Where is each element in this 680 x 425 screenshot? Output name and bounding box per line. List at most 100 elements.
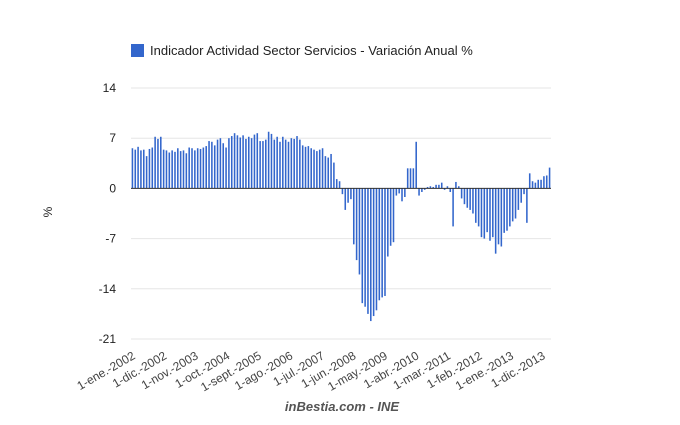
bar	[517, 188, 520, 210]
bar	[406, 168, 409, 189]
y-tick-label: -21	[99, 332, 117, 346]
bar	[321, 148, 324, 189]
bar	[330, 153, 332, 189]
bar	[247, 136, 250, 189]
bar	[265, 139, 267, 189]
bar	[494, 188, 497, 254]
bar	[262, 141, 264, 189]
y-tick-labels: 14 7 0 -7 -14 -21	[99, 81, 117, 346]
bar	[370, 188, 372, 322]
bar	[489, 188, 491, 241]
legend: Indicador Actividad Sector Servicios - V…	[131, 43, 473, 58]
bar	[523, 188, 525, 195]
bar	[142, 149, 145, 189]
y-tick-label: 14	[103, 81, 117, 95]
bar	[222, 143, 225, 189]
bar	[242, 135, 244, 189]
bar	[480, 188, 483, 238]
bar	[503, 188, 505, 233]
bar	[415, 141, 417, 189]
bar	[230, 136, 233, 189]
bar	[477, 188, 480, 227]
bar	[239, 137, 242, 189]
bar	[352, 188, 355, 245]
bar	[250, 138, 253, 189]
bar	[245, 138, 247, 189]
bar	[208, 141, 210, 189]
bar	[483, 188, 486, 239]
bar	[131, 148, 134, 189]
bar	[548, 167, 551, 189]
bar	[500, 188, 503, 247]
bar	[256, 133, 259, 189]
bar	[423, 188, 426, 190]
bar	[165, 150, 168, 189]
bar	[273, 139, 276, 189]
y-axis-label: %	[41, 206, 55, 217]
bar	[514, 188, 517, 219]
bar	[296, 136, 298, 189]
bar	[392, 188, 395, 243]
bar	[211, 141, 213, 189]
bar	[497, 188, 500, 245]
bar	[463, 188, 466, 205]
bar	[531, 181, 534, 189]
bar	[333, 162, 335, 189]
bars	[131, 131, 551, 322]
bar	[545, 175, 548, 189]
bar	[185, 153, 188, 189]
bar	[276, 136, 278, 189]
bar	[290, 138, 293, 189]
bar	[358, 188, 361, 275]
legend-swatch	[131, 44, 144, 57]
bar	[194, 150, 196, 189]
bar	[199, 148, 202, 189]
bar	[440, 182, 443, 189]
bar	[313, 149, 315, 189]
bar	[196, 148, 199, 189]
bar	[375, 188, 378, 311]
bar	[528, 173, 531, 189]
bar	[404, 188, 406, 198]
bar	[486, 188, 488, 233]
bar	[520, 188, 522, 203]
legend-label: Indicador Actividad Sector Servicios - V…	[150, 43, 473, 58]
bar	[364, 188, 366, 307]
bar	[177, 148, 179, 189]
bar	[537, 179, 540, 189]
bar	[140, 150, 142, 189]
bar	[134, 149, 137, 189]
bar	[304, 146, 307, 189]
bar	[449, 188, 452, 192]
x-tick-labels: 1-ene.-20021-dic.-20021-nov.-20031-oct.-…	[74, 348, 547, 394]
y-tick-label: 7	[109, 131, 116, 145]
bar	[367, 188, 369, 314]
bar	[157, 138, 159, 189]
bar	[361, 188, 364, 304]
bar	[287, 141, 290, 189]
bar	[511, 188, 514, 222]
bar	[137, 146, 139, 189]
bar	[174, 151, 176, 189]
bar	[509, 188, 511, 227]
bar	[401, 188, 403, 202]
bar	[160, 136, 162, 189]
bar	[543, 176, 545, 189]
bar	[469, 188, 471, 210]
bar	[438, 184, 440, 189]
bar	[455, 181, 457, 189]
bar	[540, 179, 542, 189]
bar	[435, 184, 437, 189]
bar	[526, 188, 528, 223]
bar	[429, 186, 432, 189]
bar	[372, 188, 375, 317]
bar	[457, 186, 460, 189]
bar	[452, 188, 454, 227]
bar	[307, 146, 310, 189]
bar	[168, 152, 171, 189]
bar	[355, 188, 358, 261]
bar	[316, 151, 318, 189]
bar	[154, 136, 156, 189]
bar	[225, 147, 227, 189]
